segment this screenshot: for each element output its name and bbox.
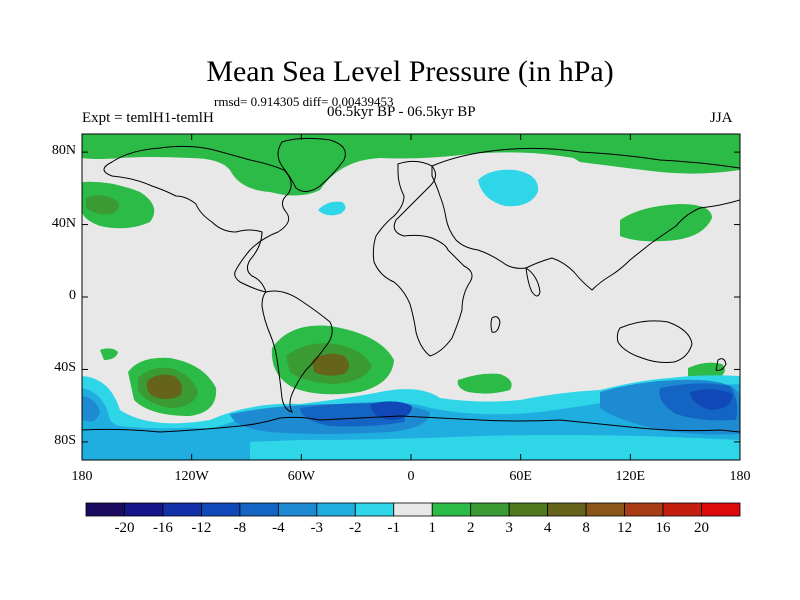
lon-tick-label: 60E bbox=[509, 469, 532, 484]
anomaly-ne-pacific-core bbox=[86, 195, 120, 215]
colorbar-label: -16 bbox=[152, 520, 173, 536]
anomaly-europe-green bbox=[560, 144, 740, 174]
colorbar-swatch bbox=[662, 502, 702, 517]
colorbar-swatch bbox=[393, 502, 433, 517]
colorbar-label: -1 bbox=[387, 520, 401, 536]
australia-coast bbox=[616, 320, 693, 363]
stats-line: rmsd= 0.914305 diff= 0.00439453 bbox=[214, 94, 394, 109]
anomaly-south-pacific-small bbox=[100, 348, 118, 360]
lat-tick-label: 0 bbox=[69, 288, 76, 303]
colorbar-swatch bbox=[470, 502, 510, 517]
anomaly-nw-pacific bbox=[620, 204, 712, 242]
colorbar-label: 1 bbox=[428, 520, 436, 536]
anomaly-field bbox=[82, 134, 740, 460]
anomaly-australia-low-3 bbox=[690, 389, 733, 410]
colorbar-label: 16 bbox=[655, 520, 671, 536]
plot-title: Mean Sea Level Pressure (in hPa) bbox=[206, 55, 614, 88]
anomaly-southern-ocean-6 bbox=[370, 401, 412, 420]
colorbar-swatch bbox=[701, 502, 741, 517]
colorbar bbox=[85, 502, 741, 517]
colorbar-swatch bbox=[124, 502, 164, 517]
season-label: JJA bbox=[710, 110, 733, 126]
colorbar-label: -3 bbox=[310, 520, 324, 536]
colorbar-swatch bbox=[316, 502, 356, 517]
anomaly-s-pacific-core bbox=[146, 374, 182, 399]
colorbar-label: 4 bbox=[543, 520, 552, 536]
lon-tick-label: 180 bbox=[729, 469, 751, 484]
madagascar-coast bbox=[490, 316, 501, 333]
colorbar-swatch bbox=[585, 502, 625, 517]
colorbar-swatch bbox=[624, 502, 664, 517]
period-label: 06.5kyr BP - 06.5kyr BP bbox=[327, 104, 476, 120]
south-america-coast bbox=[261, 290, 333, 413]
lat-tick-label: 80S bbox=[54, 432, 76, 448]
colorbar-swatch bbox=[162, 502, 202, 517]
greenland-coast bbox=[277, 137, 346, 192]
lon-tick-label: 120E bbox=[615, 469, 646, 484]
colorbar-swatch bbox=[431, 502, 472, 517]
colorbar-swatch bbox=[201, 502, 241, 517]
colorbar-swatch bbox=[239, 502, 279, 517]
lon-tick-label: 60W bbox=[287, 469, 315, 484]
antarctica-coast bbox=[82, 415, 740, 433]
colorbar-swatch bbox=[85, 502, 125, 517]
experiment-label: Expt = temlH1-temlH bbox=[82, 110, 214, 126]
anomaly-eurasia-cyan bbox=[478, 169, 539, 207]
colorbar-swatch bbox=[508, 502, 549, 517]
colorbar-label: 8 bbox=[582, 520, 590, 536]
lat-tick-label: 40N bbox=[51, 215, 76, 231]
lon-tick-label: 0 bbox=[407, 469, 415, 484]
axis-ticks bbox=[81, 134, 741, 460]
asia-coast bbox=[431, 147, 740, 291]
colorbar-swatch bbox=[354, 502, 395, 517]
colorbar-swatch bbox=[277, 502, 318, 517]
colorbar-label: 20 bbox=[694, 520, 710, 536]
colorbar-label: 2 bbox=[466, 520, 475, 536]
lon-tick-label: 120W bbox=[174, 469, 209, 484]
anomaly-southern-ocean-3 bbox=[82, 396, 100, 424]
anomaly-s-atlantic-core bbox=[312, 353, 349, 376]
lat-tick-label: 40S bbox=[54, 360, 76, 376]
colorbar-label: 12 bbox=[617, 520, 633, 536]
new-zealand-coast bbox=[715, 358, 727, 371]
colorbar-label: -2 bbox=[349, 520, 362, 536]
colorbar-label: -8 bbox=[233, 520, 247, 536]
north-america-coast bbox=[103, 145, 292, 293]
europe-africa-coast bbox=[372, 160, 473, 357]
colorbar-label: 3 bbox=[505, 520, 513, 536]
coastlines bbox=[82, 137, 740, 433]
india-coast bbox=[525, 266, 541, 297]
colorbar-label: -4 bbox=[272, 520, 285, 536]
colorbar-swatch bbox=[547, 502, 587, 517]
colorbar-label: -12 bbox=[191, 520, 212, 536]
anomaly-atlantic-cyan bbox=[318, 201, 346, 216]
lon-tick-label: 180 bbox=[71, 469, 93, 484]
lat-tick-label: 80N bbox=[51, 143, 76, 159]
colorbar-label: -20 bbox=[114, 520, 135, 536]
anomaly-indian-ocean bbox=[457, 373, 512, 394]
